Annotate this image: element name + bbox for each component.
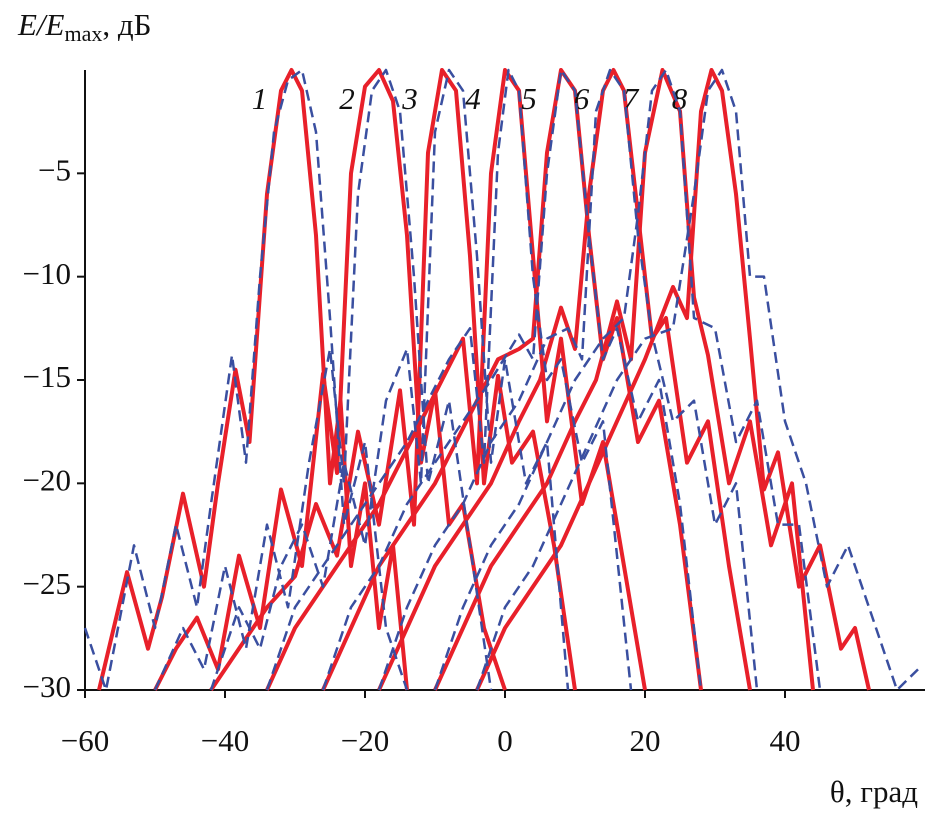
line-series	[475, 68, 919, 692]
y-tick-label: −10	[23, 256, 71, 291]
line-series	[475, 68, 871, 691]
y-tick-label: −30	[23, 669, 71, 704]
line-series	[209, 68, 577, 692]
y-label-sub: max	[65, 21, 103, 46]
x-tick-label: 20	[630, 723, 661, 758]
curve-label: 5	[521, 81, 537, 116]
x-tick-label: 0	[497, 723, 513, 758]
line-series	[321, 68, 703, 691]
curve-label: 2	[339, 81, 355, 116]
curve-label: 1	[252, 81, 268, 116]
curve-label: 3	[401, 81, 418, 116]
x-tick-label: −60	[61, 723, 109, 758]
line-series	[265, 68, 633, 691]
line-series	[153, 68, 507, 691]
curve-label: 8	[672, 81, 688, 116]
x-tick-label: −20	[341, 723, 389, 758]
line-series	[265, 68, 647, 691]
y-label-main: E/E	[17, 7, 65, 42]
y-tick-label: −25	[23, 566, 71, 601]
line-series	[321, 68, 703, 691]
y-axis-label: E/Emax, дБ	[17, 7, 151, 46]
y-tick-label: −5	[38, 152, 71, 187]
x-tick-label: −40	[201, 723, 249, 758]
x-axis-label: θ, град	[830, 774, 918, 809]
curve-label: 4	[465, 81, 481, 116]
line-series	[83, 68, 409, 692]
y-tick-label: −20	[23, 462, 71, 497]
curve-label: 7	[623, 81, 640, 116]
x-tick-label: 40	[770, 723, 801, 758]
line-series	[433, 68, 822, 691]
line-series	[377, 68, 759, 691]
line-series	[377, 68, 752, 691]
y-label-unit: , дБ	[102, 7, 151, 42]
line-series	[209, 68, 570, 691]
y-tick-label: −15	[23, 359, 71, 394]
